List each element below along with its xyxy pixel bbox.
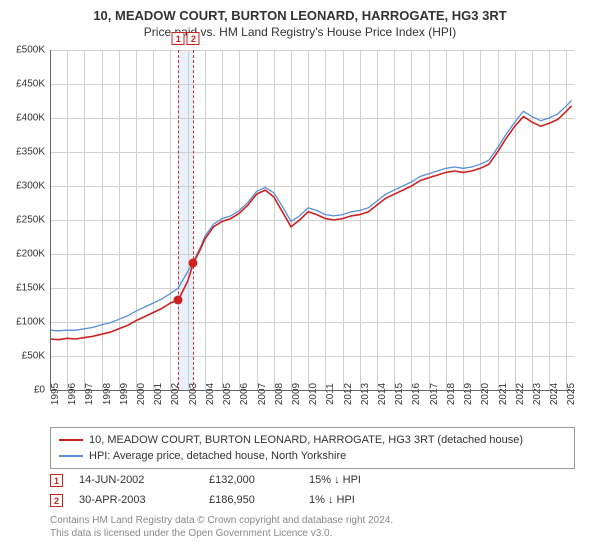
legend-swatch xyxy=(59,439,83,441)
chart-area: £0£50K£100K£150K£200K£250K£300K£350K£400… xyxy=(50,50,575,390)
transaction-price: £186,950 xyxy=(209,494,309,506)
legend-swatch xyxy=(59,455,83,457)
transaction-table: 1 14-JUN-2002£132,00015% ↓ HPI 2 30-APR-200… xyxy=(50,470,575,510)
marker-badge-2: 2 xyxy=(187,32,200,45)
series-price_paid xyxy=(50,106,572,340)
y-tick-label: £100K xyxy=(0,317,45,328)
transaction-price: £132,000 xyxy=(209,474,309,486)
legend-item: HPI: Average price, detached house, Nort… xyxy=(59,448,566,464)
transaction-date: 30-APR-2003 xyxy=(79,494,209,506)
legend-label: 10, MEADOW COURT, BURTON LEONARD, HARROG… xyxy=(89,434,523,446)
series-lines xyxy=(50,50,575,390)
transaction-delta: 15% ↓ HPI xyxy=(309,474,429,486)
y-tick-label: £50K xyxy=(0,351,45,362)
chart-title: 10, MEADOW COURT, BURTON LEONARD, HARROG… xyxy=(0,0,600,23)
transaction-badge: 1 xyxy=(50,474,63,487)
y-tick-label: £0 xyxy=(0,385,45,396)
y-tick-label: £200K xyxy=(0,249,45,260)
footer-line-1: Contains HM Land Registry data © Crown c… xyxy=(50,514,393,527)
legend-item: 10, MEADOW COURT, BURTON LEONARD, HARROG… xyxy=(59,432,566,448)
y-tick-label: £500K xyxy=(0,45,45,56)
y-tick-label: £250K xyxy=(0,215,45,226)
axis-left xyxy=(50,50,51,390)
footer-attribution: Contains HM Land Registry data © Crown c… xyxy=(50,514,393,540)
transaction-marker-2 xyxy=(189,258,198,267)
legend-box: 10, MEADOW COURT, BURTON LEONARD, HARROG… xyxy=(50,427,575,469)
y-tick-label: £300K xyxy=(0,181,45,192)
y-tick-label: £400K xyxy=(0,113,45,124)
transaction-badge: 2 xyxy=(50,494,63,507)
axis-bottom xyxy=(50,390,575,391)
y-tick-label: £350K xyxy=(0,147,45,158)
transaction-row: 2 30-APR-2003£186,9501% ↓ HPI xyxy=(50,490,575,510)
footer-line-2: This data is licensed under the Open Gov… xyxy=(50,527,393,540)
transaction-row: 1 14-JUN-2002£132,00015% ↓ HPI xyxy=(50,470,575,490)
y-tick-label: £150K xyxy=(0,283,45,294)
transaction-marker-1 xyxy=(174,296,183,305)
plot-region: £0£50K£100K£150K£200K£250K£300K£350K£400… xyxy=(50,50,575,390)
marker-badge-1: 1 xyxy=(172,32,185,45)
y-tick-label: £450K xyxy=(0,79,45,90)
legend-label: HPI: Average price, detached house, Nort… xyxy=(89,450,346,462)
transaction-delta: 1% ↓ HPI xyxy=(309,494,429,506)
transaction-date: 14-JUN-2002 xyxy=(79,474,209,486)
series-hpi xyxy=(50,100,572,330)
chart-subtitle: Price paid vs. HM Land Registry's House … xyxy=(0,23,600,43)
